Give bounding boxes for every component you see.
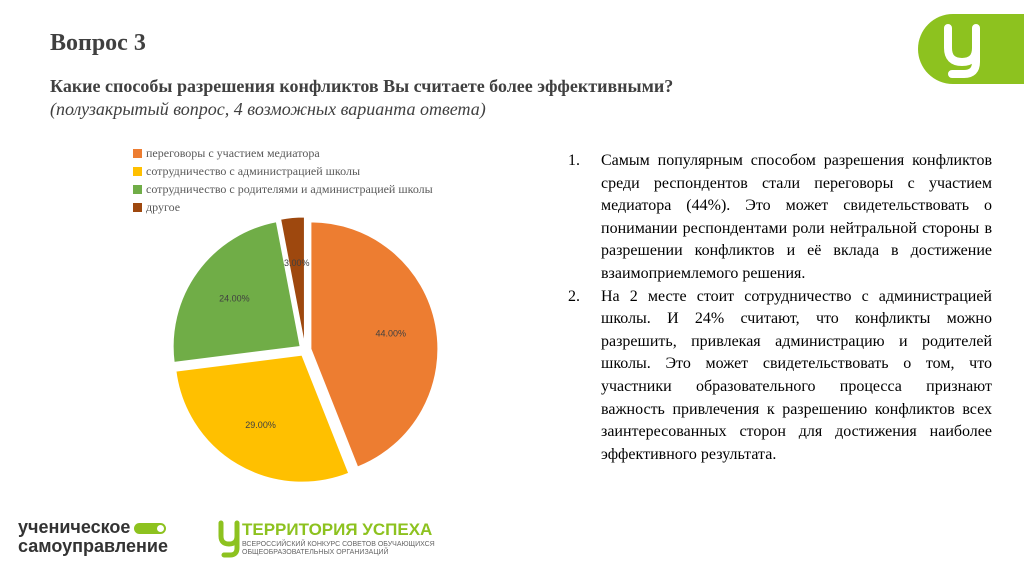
finding-item: 2. На 2 месте стоит сотрудничество с адми… bbox=[568, 286, 992, 467]
legend-swatch bbox=[133, 148, 142, 158]
data-label: 29.00% bbox=[245, 420, 276, 430]
slice-parents-admin bbox=[172, 221, 301, 363]
legend-label: сотрудничество с администрацией школы bbox=[146, 164, 361, 178]
brand-logo-badge bbox=[918, 14, 1024, 84]
finding-text: Самым популярным способом разрешения кон… bbox=[601, 152, 992, 282]
legend-swatch bbox=[133, 202, 142, 212]
legend-label: переговоры с участием медиатора bbox=[146, 146, 320, 160]
pie-chart: 44.00% 29.00% 24.00% 3.00% bbox=[172, 216, 439, 483]
data-label: 24.00% bbox=[219, 294, 250, 304]
finding-text: На 2 месте стоит сотрудничество с админи… bbox=[601, 287, 992, 463]
question-note: (полузакрытый вопрос, 4 возможных вариан… bbox=[50, 99, 486, 119]
legend-item-other: другое bbox=[133, 198, 433, 216]
finding-number: 2. bbox=[568, 287, 580, 305]
legend-label: другое bbox=[146, 200, 181, 214]
data-label: 3.00% bbox=[284, 258, 310, 268]
logo2-title: ТЕРРИТОРИЯ УСПЕХА bbox=[242, 520, 433, 539]
legend-item-mediator: переговоры с участием медиатора bbox=[133, 144, 433, 162]
slide-title: Вопрос 3 bbox=[50, 30, 146, 56]
logo2-subtitle: ВСЕРОССИЙСКИЙ КОНКУРС СОВЕТОВ ОБУЧАЮЩИХС… bbox=[242, 541, 435, 557]
logo1-line1: ученическое bbox=[18, 517, 131, 537]
student-government-logo: ученическое самоуправление bbox=[18, 518, 168, 556]
legend-item-admin: сотрудничество с администрацией школы bbox=[133, 162, 433, 180]
question-text: Какие способы разрешения конфликтов Вы с… bbox=[50, 76, 674, 96]
legend-swatch bbox=[133, 166, 142, 176]
finding-item: 1. Самым популярным способом разрешения к… bbox=[568, 150, 992, 286]
findings-list: 1. Самым популярным способом разрешения к… bbox=[568, 150, 992, 466]
slice-admin bbox=[175, 354, 350, 483]
logo2-sub-line2: ОБЩЕОБРАЗОВАТЕЛЬНЫХ ОРГАНИЗАЦИЙ bbox=[242, 549, 389, 556]
slice-mediator bbox=[310, 221, 439, 468]
logo2-sub-line1: ВСЕРОССИЙСКИЙ КОНКУРС СОВЕТОВ ОБУЧАЮЩИХС… bbox=[242, 541, 435, 548]
territory-u-icon bbox=[218, 520, 240, 558]
legend-swatch bbox=[133, 184, 142, 194]
chart-legend: переговоры с участием медиатора сотрудни… bbox=[133, 144, 433, 216]
slice-other bbox=[280, 216, 305, 345]
legend-label: сотрудничество с родителями и администра… bbox=[146, 182, 433, 196]
data-label: 44.00% bbox=[375, 329, 406, 339]
legend-item-parents-admin: сотрудничество с родителями и администра… bbox=[133, 180, 433, 198]
logo1-line2: самоуправление bbox=[18, 536, 168, 556]
toggle-pill-icon bbox=[134, 522, 167, 534]
brand-u-icon bbox=[944, 24, 980, 78]
finding-number: 1. bbox=[568, 152, 580, 169]
